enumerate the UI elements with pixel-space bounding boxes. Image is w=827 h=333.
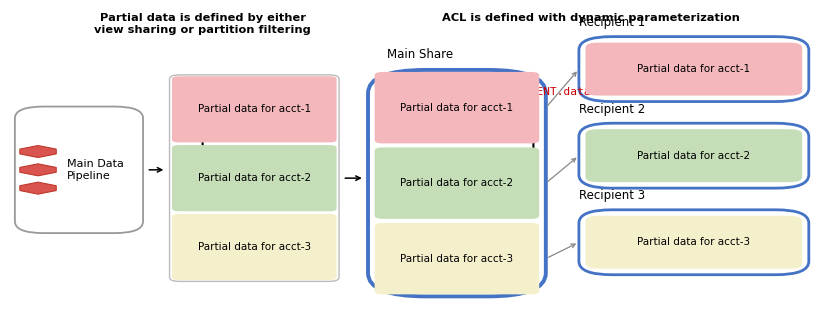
Text: Partial data for acct-1: Partial data for acct-1	[638, 64, 750, 74]
Text: Partial data for acct-3: Partial data for acct-3	[198, 242, 311, 252]
Text: Partial data for acct-2: Partial data for acct-2	[198, 173, 311, 183]
Polygon shape	[20, 182, 56, 194]
Polygon shape	[20, 146, 56, 158]
Text: Partial data for acct-3: Partial data for acct-3	[638, 237, 750, 247]
Text: Partial data for acct-1: Partial data for acct-1	[400, 103, 514, 113]
FancyBboxPatch shape	[368, 70, 546, 296]
Text: ACL is defined with dynamic parameterization: ACL is defined with dynamic parameteriza…	[442, 13, 740, 23]
Text: Recipient 3: Recipient 3	[579, 189, 645, 202]
FancyBboxPatch shape	[375, 223, 539, 294]
FancyBboxPatch shape	[375, 72, 539, 144]
Text: Recipient 1: Recipient 1	[579, 16, 645, 29]
Text: acct_id =
CURRENT_RECIPIENT.databricks.accountId: acct_id = CURRENT_RECIPIENT.databricks.a…	[442, 73, 699, 97]
FancyBboxPatch shape	[375, 148, 539, 219]
Text: Partial data for acct-3: Partial data for acct-3	[400, 254, 514, 264]
Text: Partial data for acct-2: Partial data for acct-2	[638, 151, 750, 161]
Text: Main Data
Pipeline: Main Data Pipeline	[67, 159, 124, 180]
FancyBboxPatch shape	[172, 145, 337, 211]
FancyBboxPatch shape	[586, 129, 802, 182]
Text: Recipient 2: Recipient 2	[579, 103, 645, 116]
FancyBboxPatch shape	[579, 37, 809, 102]
FancyBboxPatch shape	[172, 214, 337, 280]
FancyBboxPatch shape	[15, 107, 143, 233]
FancyBboxPatch shape	[579, 123, 809, 188]
FancyBboxPatch shape	[586, 43, 802, 96]
FancyBboxPatch shape	[579, 210, 809, 275]
FancyBboxPatch shape	[586, 216, 802, 269]
Text: Partial data for acct-1: Partial data for acct-1	[198, 104, 311, 114]
FancyBboxPatch shape	[170, 75, 339, 281]
FancyBboxPatch shape	[172, 76, 337, 143]
Polygon shape	[20, 164, 56, 176]
Text: Main Share: Main Share	[387, 48, 453, 61]
Text: Partial data for acct-2: Partial data for acct-2	[400, 178, 514, 188]
Text: Partial data is defined by either
view sharing or partition filtering: Partial data is defined by either view s…	[94, 13, 311, 35]
